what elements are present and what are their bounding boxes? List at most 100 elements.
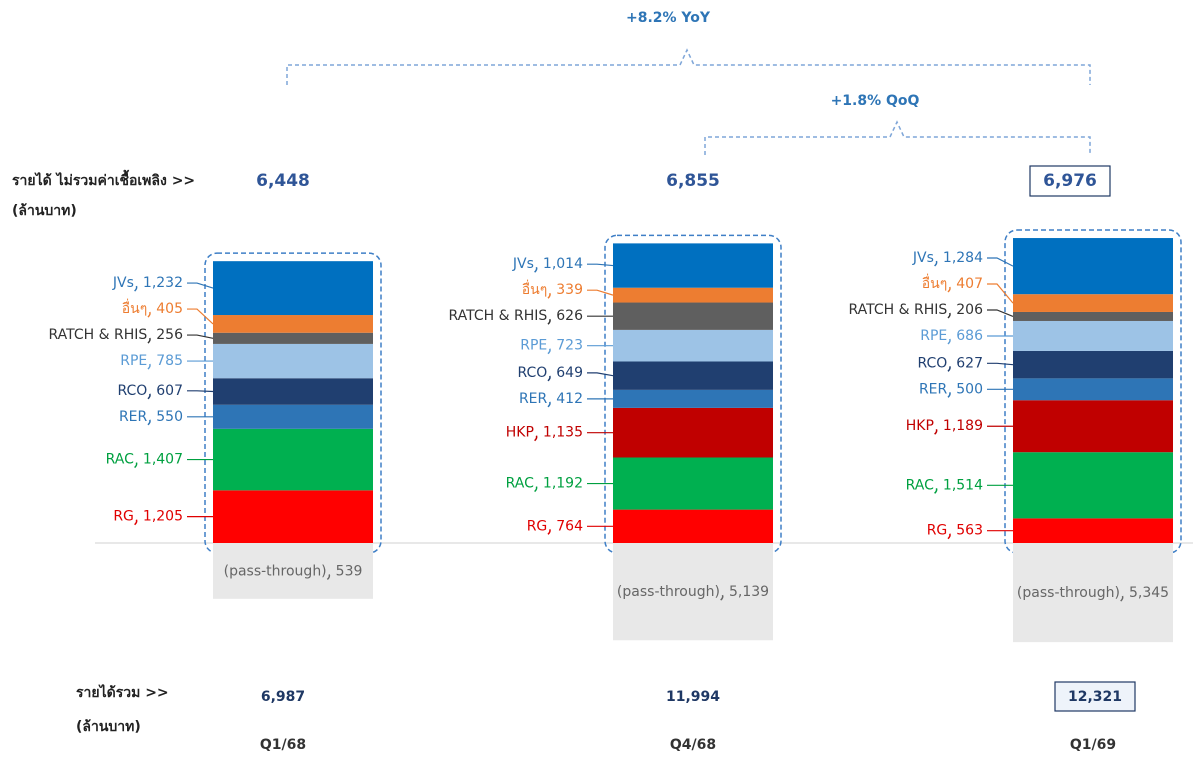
label-name: RER (919, 381, 948, 397)
bar-segment (213, 332, 373, 344)
yoy-bracket (286, 48, 1091, 85)
data-label: 407 (956, 276, 983, 292)
leader-line (587, 263, 614, 267)
bar-segment (213, 490, 373, 543)
leader-line (987, 362, 1014, 366)
data-label: 723 (556, 338, 583, 354)
label-name: RCO (517, 365, 547, 381)
data-label: 412 (556, 391, 583, 407)
label-name: RCO (917, 355, 947, 371)
bar-segment (1013, 238, 1173, 295)
label-name: RCO (117, 383, 147, 399)
bar-segment (1013, 350, 1173, 379)
separator (947, 392, 951, 398)
bar-segment (1013, 320, 1173, 351)
separator (326, 574, 331, 580)
x-tick-label: Q1/68 (260, 737, 306, 753)
label-name: JVs (112, 275, 134, 291)
label-name: RPE (920, 328, 947, 344)
pass-through-bar (613, 544, 773, 641)
label-name: HKP (506, 425, 534, 441)
separator (1120, 595, 1124, 602)
label-name: JVs (512, 256, 534, 272)
separator (147, 419, 151, 426)
separator (947, 533, 951, 540)
bar-segment (613, 457, 773, 510)
label-name: อื่นๆ (122, 299, 148, 317)
bar-segment (213, 378, 373, 405)
bar-segment (1013, 378, 1173, 401)
label-name: RATCH & RHIS (448, 308, 547, 324)
bar-frame (204, 252, 382, 554)
separator (547, 401, 551, 408)
row-unit: (ล้านบาท) (12, 203, 77, 219)
qoq-annotation: +1.8% QoQ (831, 93, 920, 109)
leader-line (187, 334, 214, 339)
leader-line (987, 309, 1014, 318)
separator (147, 311, 151, 318)
label-name: RG (113, 509, 134, 525)
label-name: (pass-through) (224, 563, 327, 579)
label-name: RPE (520, 338, 547, 354)
bar-segment (1013, 400, 1173, 453)
bar-segment (213, 428, 373, 491)
label-name: HKP (906, 418, 934, 434)
label-name: (pass-through) (617, 584, 720, 600)
separator (934, 428, 938, 435)
separator (147, 337, 151, 344)
bar-segment (213, 315, 373, 333)
data-label: 627 (956, 355, 983, 371)
bar-frame (604, 234, 782, 554)
label-name: อื่นๆ (922, 274, 948, 292)
separator (947, 312, 951, 319)
data-label: 1,189 (943, 418, 983, 434)
separator (947, 286, 951, 293)
data-label: 550 (156, 409, 183, 425)
row-label: รายได้รวม >> (76, 683, 169, 701)
label-name: RG (527, 518, 548, 534)
label-name: RER (119, 409, 148, 425)
bar-segment (213, 261, 373, 316)
label-name: RAC (106, 452, 134, 468)
data-label: 764 (556, 518, 583, 534)
data-label: 607 (156, 383, 183, 399)
label-name: RAC (906, 477, 934, 493)
bar-segment (613, 509, 773, 543)
bar-segment (613, 407, 773, 458)
separator (720, 594, 724, 601)
bar-segment (1013, 294, 1173, 312)
data-label: 686 (956, 328, 983, 344)
total-label: 6,448 (256, 171, 310, 191)
highlight-box (1029, 165, 1111, 197)
data-label: 1,284 (943, 250, 983, 266)
separator (547, 292, 551, 299)
data-label: 405 (156, 301, 183, 317)
data-label: 5,345 (1129, 585, 1169, 601)
separator (534, 486, 538, 493)
bar-segment (613, 389, 773, 408)
label-name: RATCH & RHIS (48, 327, 147, 343)
separator (134, 462, 138, 469)
total-label: 6,855 (666, 171, 720, 191)
total-revenue-label: 6,987 (261, 689, 305, 705)
bar-segment (213, 404, 373, 429)
data-label: 206 (956, 302, 983, 318)
leader-line (187, 282, 214, 289)
leader-line (187, 308, 214, 325)
separator (534, 435, 538, 442)
pass-through-bar (213, 544, 373, 599)
data-label: 1,205 (143, 509, 183, 525)
bar-segment (613, 287, 773, 303)
data-label: 339 (556, 282, 583, 298)
label-name: RER (519, 391, 548, 407)
separator (547, 348, 551, 355)
bar-segment (613, 243, 773, 288)
separator (147, 363, 151, 370)
separator (947, 366, 951, 372)
data-label: 563 (956, 523, 983, 539)
label-name: RATCH & RHIS (848, 302, 947, 318)
data-label: 256 (156, 327, 183, 343)
label-name: JVs (912, 250, 934, 266)
highlight-box (1054, 681, 1136, 712)
